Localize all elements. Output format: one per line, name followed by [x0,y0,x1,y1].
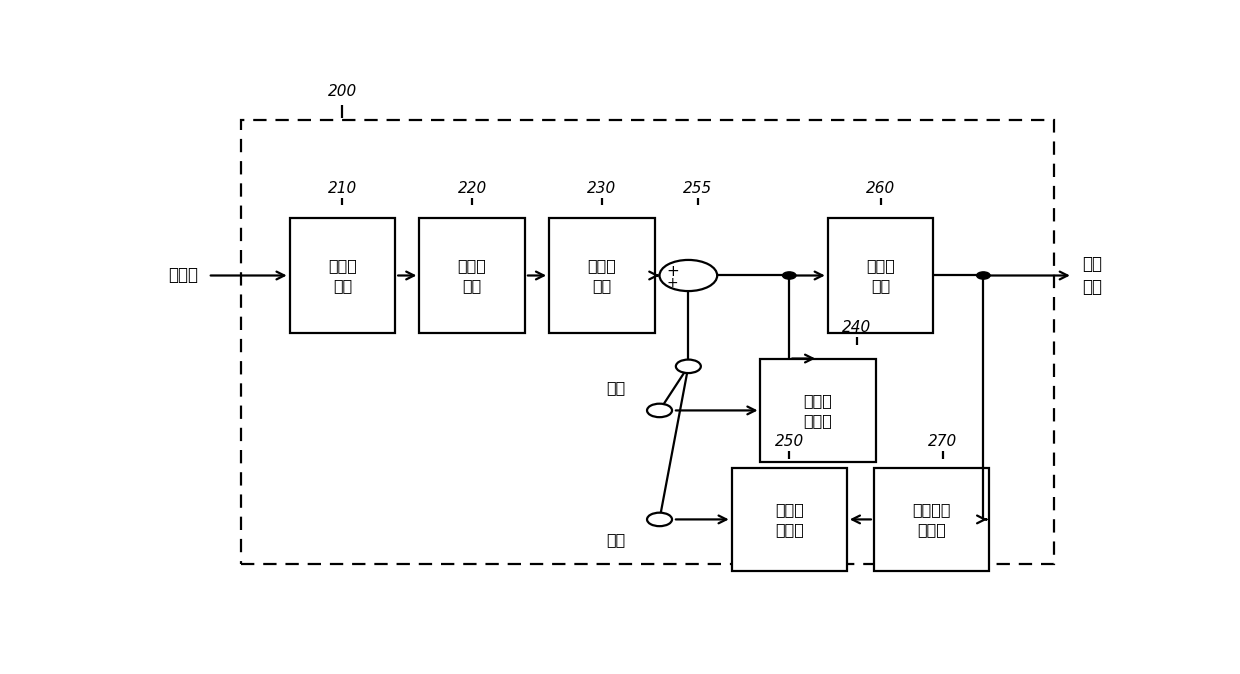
Text: 250: 250 [775,434,804,450]
Bar [290,218,396,332]
Text: 200: 200 [327,84,357,99]
Text: 210: 210 [327,181,357,196]
Bar [549,218,655,332]
Circle shape [676,359,701,373]
Text: 260: 260 [866,181,895,196]
Text: 帧内: 帧内 [606,380,626,395]
Text: 反量化
单元: 反量化 单元 [458,258,486,293]
Bar [732,468,847,572]
Text: +: + [666,264,678,279]
Bar [760,359,875,462]
Bar [874,468,990,572]
Text: 熵解码
单元: 熵解码 单元 [327,258,357,293]
Bar [242,120,1054,563]
Circle shape [647,513,672,526]
Bar [419,218,525,332]
Text: +: + [667,276,678,290]
Text: 运动补
偿单元: 运动补 偿单元 [775,502,804,537]
Text: 帧内预
测单元: 帧内预 测单元 [804,393,832,428]
Circle shape [782,272,796,279]
Circle shape [660,260,717,291]
Text: 重建
画面: 重建 画面 [1083,255,1102,297]
Text: 270: 270 [929,434,957,450]
Text: 滤波器
单元: 滤波器 单元 [866,258,895,293]
Text: 参考画面
缓冲器: 参考画面 缓冲器 [913,502,951,537]
Text: 255: 255 [683,181,713,196]
Circle shape [647,404,672,417]
Text: 230: 230 [588,181,616,196]
Circle shape [977,272,990,279]
Text: 比特流: 比特流 [169,266,198,284]
Text: 帧间: 帧间 [606,532,626,547]
Text: 220: 220 [458,181,487,196]
Text: 240: 240 [842,320,872,335]
Text: 逆变换
单元: 逆变换 单元 [588,258,616,293]
Bar [828,218,934,332]
